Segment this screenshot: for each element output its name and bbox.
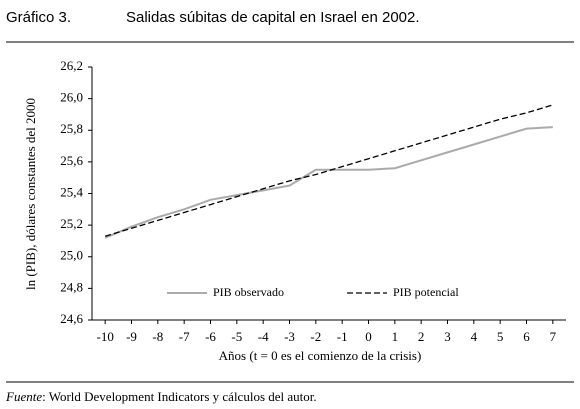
x-tick-label: -7 xyxy=(179,329,190,344)
x-axis-label: Años (t = 0 es el comienzo de la crisis) xyxy=(219,348,422,363)
x-tick-label: 6 xyxy=(523,329,530,344)
figure-label: Gráfico 3. xyxy=(6,9,71,26)
x-tick-label: -2 xyxy=(310,329,321,344)
y-tick-label: 25,0 xyxy=(60,248,83,263)
y-tick-label: 25,6 xyxy=(60,153,83,168)
y-tick-label: 25,2 xyxy=(60,216,83,231)
x-tick-label: -3 xyxy=(284,329,295,344)
chart-title: Salidas súbitas de capital en Israel en … xyxy=(126,9,420,26)
x-tick-label: 2 xyxy=(418,329,425,344)
source-label: Fuente xyxy=(5,389,42,404)
x-tick-label: 4 xyxy=(471,329,478,344)
y-tick-label: 25,4 xyxy=(60,184,83,199)
x-tick-label: -10 xyxy=(96,329,113,344)
x-tick-label: 7 xyxy=(550,329,557,344)
x-tick-label: 0 xyxy=(365,329,372,344)
x-tick-label: -8 xyxy=(152,329,163,344)
x-tick-label: -1 xyxy=(337,329,348,344)
y-tick-label: 24,8 xyxy=(60,279,83,294)
legend-label: PIB potencial xyxy=(393,285,459,299)
y-axis-label: ln (PIB), dólares constantes del 2000 xyxy=(23,98,38,290)
x-tick-label: -5 xyxy=(231,329,242,344)
x-tick-label: -6 xyxy=(205,329,216,344)
series-line xyxy=(104,126,553,239)
x-tick-label: 1 xyxy=(392,329,399,344)
source-text: : World Development Indicators y cálculo… xyxy=(42,389,317,404)
y-tick-label: 24,6 xyxy=(60,311,83,326)
series-line xyxy=(104,104,554,237)
footer: Fuente: World Development Indicators y c… xyxy=(5,389,317,404)
y-tick-label: 25,8 xyxy=(60,121,83,136)
x-tick-label: 3 xyxy=(444,329,451,344)
y-tick-label: 26,2 xyxy=(60,58,83,73)
x-tick-label: -9 xyxy=(126,329,137,344)
legend-label: PIB observado xyxy=(213,285,284,299)
x-tick-label: -4 xyxy=(258,329,269,344)
y-tick-label: 26,0 xyxy=(60,90,83,105)
x-tick-label: 5 xyxy=(497,329,504,344)
